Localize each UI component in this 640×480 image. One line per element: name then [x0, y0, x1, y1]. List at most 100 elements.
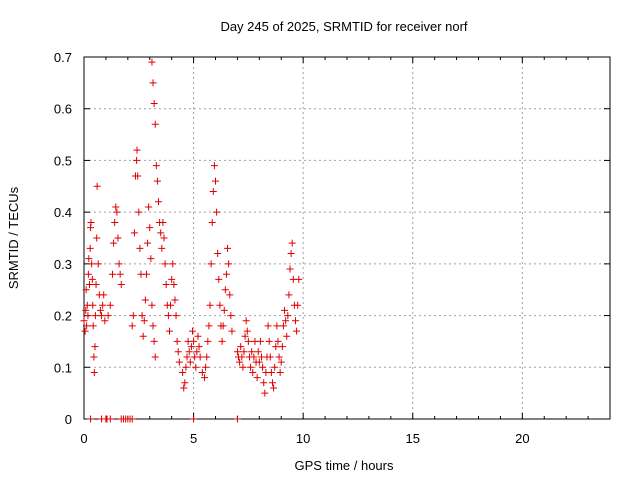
data-point [190, 337, 198, 345]
data-point [187, 343, 195, 351]
data-point [155, 198, 163, 206]
data-point [219, 322, 227, 330]
grid [84, 57, 610, 419]
data-point [108, 270, 116, 278]
data-point [110, 239, 118, 247]
data-point [149, 322, 157, 330]
data-point [86, 244, 94, 252]
data-point [128, 415, 136, 423]
data-point [160, 234, 168, 242]
data-point [203, 353, 211, 361]
data-point [265, 337, 273, 345]
data-point [99, 301, 107, 309]
data-point [93, 182, 101, 190]
data-point [281, 306, 289, 314]
data-point [151, 120, 159, 128]
data-point [279, 322, 287, 330]
data-point [175, 358, 183, 366]
data-point [233, 415, 241, 423]
data-point [210, 162, 218, 170]
data-point [150, 337, 158, 345]
data-point [91, 343, 99, 351]
data-point [94, 260, 102, 268]
data-point [171, 296, 179, 304]
data-point [195, 343, 203, 351]
data-point [215, 275, 223, 283]
data-point [259, 363, 267, 371]
data-point [83, 322, 91, 330]
data-point [253, 374, 261, 382]
data-point [225, 260, 233, 268]
data-points [80, 58, 303, 423]
data-point [180, 384, 188, 392]
data-point [165, 327, 173, 335]
data-point [273, 322, 281, 330]
data-point [151, 353, 159, 361]
data-point [212, 177, 219, 185]
data-point [116, 270, 124, 278]
data-point [82, 286, 90, 294]
data-point [294, 301, 302, 309]
x-tick-label: 10 [296, 431, 310, 446]
data-point [284, 312, 292, 320]
data-point [260, 379, 268, 387]
data-point [185, 348, 193, 356]
data-point [114, 234, 122, 242]
data-point [87, 218, 95, 226]
data-point [201, 374, 209, 382]
data-point [226, 291, 234, 299]
data-point [204, 337, 212, 345]
data-point [254, 348, 262, 356]
data-point [168, 275, 176, 283]
data-point [80, 317, 88, 325]
data-point [288, 239, 296, 247]
data-point [158, 244, 166, 252]
data-point [272, 343, 280, 351]
data-point [150, 100, 158, 108]
data-point [81, 327, 89, 335]
data-point [104, 312, 112, 320]
data-point [89, 322, 97, 330]
chart-title: Day 245 of 2025, SRMTID for receiver nor… [220, 19, 467, 34]
data-point [144, 239, 152, 247]
x-tick-label: 20 [515, 431, 529, 446]
data-point [106, 301, 114, 309]
data-point [174, 348, 182, 356]
y-tick-label: 0.2 [54, 309, 72, 324]
data-point [293, 327, 301, 335]
data-point [96, 306, 104, 314]
data-point [237, 343, 245, 351]
data-point [135, 208, 143, 216]
data-point [153, 177, 161, 185]
data-point [170, 281, 178, 289]
data-point [139, 332, 147, 340]
data-point [241, 332, 249, 340]
data-point [274, 337, 282, 345]
data-point [106, 415, 114, 423]
data-point [134, 172, 142, 180]
data-point [261, 389, 269, 397]
data-point [117, 281, 125, 289]
data-point [142, 270, 150, 278]
data-point [244, 337, 252, 345]
data-point [207, 260, 215, 268]
data-point [88, 275, 96, 283]
data-point [85, 281, 93, 289]
data-point [162, 281, 170, 289]
data-point [101, 317, 109, 325]
data-point [222, 270, 230, 278]
data-point [282, 317, 290, 325]
data-point [111, 218, 119, 226]
data-point [268, 379, 276, 387]
data-point [239, 363, 247, 371]
axis-ticks: 0 5 10 15 20 0 0.1 0.2 0.3 0.4 0.5 0.6 0.7 [54, 50, 610, 446]
data-point [133, 156, 141, 164]
data-point [287, 250, 295, 258]
x-tick-label: 5 [190, 431, 197, 446]
data-point [276, 368, 284, 376]
data-point [93, 234, 101, 242]
data-point [147, 255, 155, 263]
data-point [202, 363, 210, 371]
data-point [277, 358, 285, 366]
